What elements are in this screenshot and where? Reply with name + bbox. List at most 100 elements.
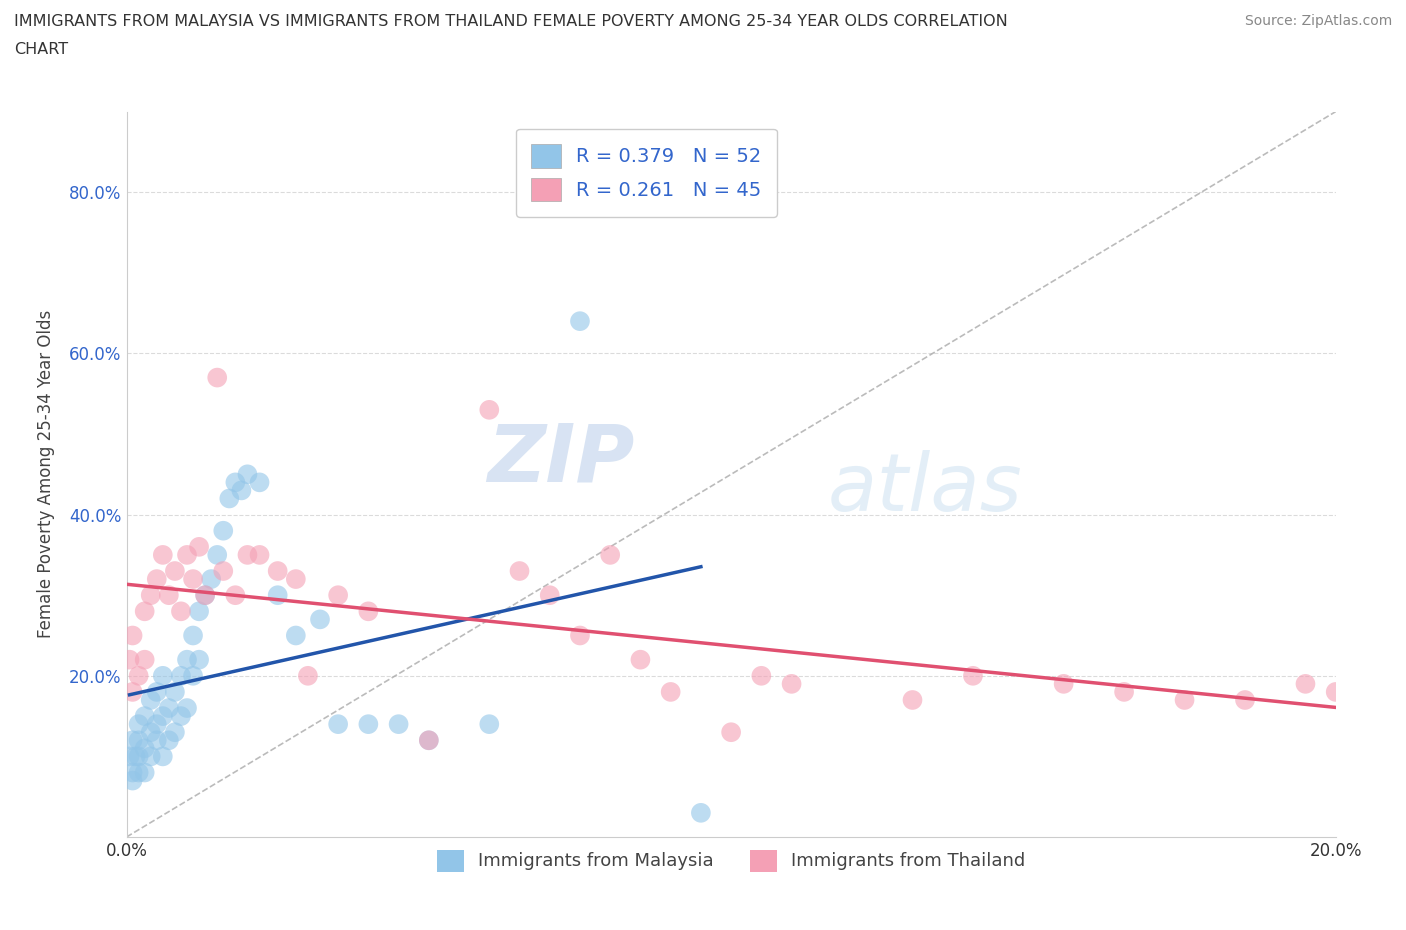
- Point: [538, 588, 561, 603]
- Point: [194, 588, 217, 603]
- Point: [218, 491, 240, 506]
- Point: [163, 684, 186, 699]
- Point: [157, 588, 180, 603]
- Point: [249, 475, 271, 490]
- Text: ZIP: ZIP: [486, 420, 634, 498]
- Point: [139, 724, 162, 739]
- Point: [212, 524, 235, 538]
- Point: [357, 604, 380, 618]
- Text: CHART: CHART: [14, 42, 67, 57]
- Point: [326, 717, 350, 732]
- Point: [236, 548, 259, 563]
- Point: [152, 709, 174, 724]
- Point: [357, 717, 380, 732]
- Point: [284, 572, 307, 587]
- Point: [418, 733, 440, 748]
- Point: [181, 572, 204, 587]
- Point: [128, 733, 150, 748]
- Point: [751, 669, 773, 684]
- Point: [224, 588, 246, 603]
- Point: [139, 588, 162, 603]
- Point: [1114, 684, 1136, 699]
- Point: [139, 693, 162, 708]
- Legend: Immigrants from Malaysia, Immigrants from Thailand: Immigrants from Malaysia, Immigrants fro…: [429, 843, 1033, 879]
- Point: [568, 313, 592, 328]
- Point: [309, 612, 332, 627]
- Point: [901, 693, 924, 708]
- Point: [121, 733, 143, 748]
- Point: [134, 709, 156, 724]
- Point: [118, 652, 141, 667]
- Text: IMMIGRANTS FROM MALAYSIA VS IMMIGRANTS FROM THAILAND FEMALE POVERTY AMONG 25-34 : IMMIGRANTS FROM MALAYSIA VS IMMIGRANTS F…: [14, 14, 1008, 29]
- Point: [388, 717, 411, 732]
- Point: [188, 652, 211, 667]
- Point: [509, 564, 531, 578]
- Point: [599, 548, 621, 563]
- Point: [128, 669, 150, 684]
- Point: [418, 733, 440, 748]
- Point: [630, 652, 652, 667]
- Point: [124, 749, 146, 764]
- Point: [1324, 684, 1347, 699]
- Point: [146, 572, 169, 587]
- Point: [170, 604, 193, 618]
- Point: [249, 548, 271, 563]
- Y-axis label: Female Poverty Among 25-34 Year Olds: Female Poverty Among 25-34 Year Olds: [38, 311, 55, 638]
- Point: [1053, 676, 1076, 691]
- Point: [170, 709, 193, 724]
- Point: [146, 717, 169, 732]
- Point: [780, 676, 803, 691]
- Point: [568, 628, 592, 643]
- Point: [139, 749, 162, 764]
- Point: [118, 749, 141, 764]
- Point: [176, 548, 198, 563]
- Point: [146, 733, 169, 748]
- Point: [128, 749, 150, 764]
- Point: [200, 572, 222, 587]
- Point: [205, 370, 228, 385]
- Point: [478, 717, 501, 732]
- Point: [659, 684, 682, 699]
- Point: [128, 765, 150, 780]
- Point: [267, 564, 290, 578]
- Point: [205, 548, 228, 563]
- Point: [231, 483, 253, 498]
- Point: [134, 765, 156, 780]
- Point: [146, 684, 169, 699]
- Point: [267, 588, 290, 603]
- Text: atlas: atlas: [828, 450, 1022, 528]
- Point: [134, 652, 156, 667]
- Point: [212, 564, 235, 578]
- Point: [157, 700, 180, 715]
- Point: [152, 669, 174, 684]
- Point: [121, 628, 143, 643]
- Point: [194, 588, 217, 603]
- Point: [188, 604, 211, 618]
- Point: [1294, 676, 1316, 691]
- Point: [689, 805, 711, 820]
- Point: [152, 749, 174, 764]
- Point: [181, 628, 204, 643]
- Point: [1234, 693, 1257, 708]
- Point: [962, 669, 984, 684]
- Point: [181, 669, 204, 684]
- Point: [134, 741, 156, 756]
- Point: [176, 700, 198, 715]
- Point: [297, 669, 319, 684]
- Point: [128, 717, 150, 732]
- Point: [176, 652, 198, 667]
- Point: [284, 628, 307, 643]
- Point: [170, 669, 193, 684]
- Point: [1173, 693, 1195, 708]
- Point: [163, 564, 186, 578]
- Point: [157, 733, 180, 748]
- Point: [224, 475, 246, 490]
- Point: [152, 548, 174, 563]
- Text: Source: ZipAtlas.com: Source: ZipAtlas.com: [1244, 14, 1392, 28]
- Point: [121, 684, 143, 699]
- Point: [326, 588, 350, 603]
- Point: [134, 604, 156, 618]
- Point: [163, 724, 186, 739]
- Point: [188, 539, 211, 554]
- Point: [720, 724, 742, 739]
